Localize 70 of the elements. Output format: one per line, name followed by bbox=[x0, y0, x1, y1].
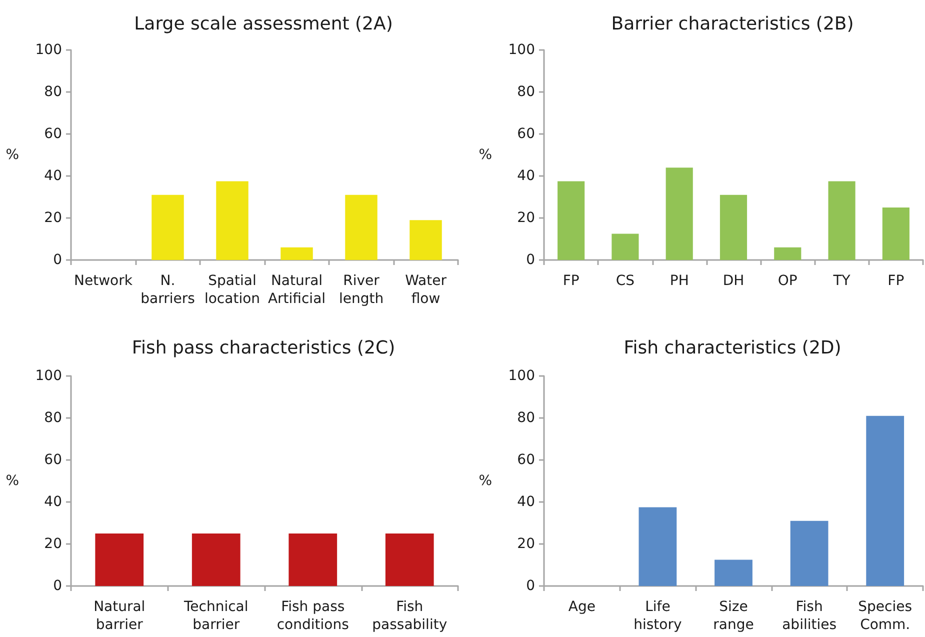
x-tick-label: FP bbox=[888, 273, 904, 289]
y-tick-label: 100 bbox=[508, 368, 535, 384]
y-tick-label: 80 bbox=[517, 84, 535, 100]
x-tick-label: Age bbox=[568, 599, 596, 615]
y-tick-label: 0 bbox=[526, 252, 535, 268]
bar bbox=[345, 194, 378, 260]
bar bbox=[774, 247, 802, 260]
x-tick-label: Fish abilities bbox=[782, 599, 837, 633]
bar bbox=[638, 507, 677, 586]
y-axis-title: % bbox=[6, 147, 19, 163]
x-tick-label: Water flow bbox=[405, 273, 447, 307]
x-tick-label: OP bbox=[778, 273, 798, 289]
x-tick-label: Species Comm. bbox=[858, 599, 912, 633]
x-tick-label: Size range bbox=[713, 599, 754, 633]
x-tick-label: Technical barrier bbox=[182, 599, 248, 633]
y-tick-label: 60 bbox=[517, 452, 535, 468]
y-tick-label: 80 bbox=[44, 84, 62, 100]
bar bbox=[612, 234, 639, 260]
x-tick-label: Spatial location bbox=[204, 273, 260, 307]
x-tick-label: Fish pass conditions bbox=[276, 599, 349, 633]
y-tick-label: 40 bbox=[44, 494, 62, 510]
bar bbox=[866, 416, 904, 586]
y-tick-label: 40 bbox=[517, 494, 535, 510]
bar bbox=[828, 181, 856, 260]
bar bbox=[152, 194, 184, 260]
y-tick-label: 100 bbox=[508, 42, 535, 58]
y-axis-title: % bbox=[478, 473, 492, 489]
bar bbox=[714, 560, 752, 586]
bar bbox=[280, 247, 313, 260]
bar bbox=[666, 168, 693, 260]
x-tick-label: N. barriers bbox=[140, 273, 195, 307]
y-tick-label: 0 bbox=[526, 578, 535, 594]
chart-title: Barrier characteristics (2B) bbox=[611, 14, 854, 34]
y-tick-label: 60 bbox=[517, 126, 535, 142]
y-tick-label: 40 bbox=[44, 168, 62, 184]
chart-title: Fish pass characteristics (2C) bbox=[132, 338, 396, 358]
bar bbox=[558, 181, 585, 260]
bar bbox=[720, 194, 748, 260]
x-tick-label: PH bbox=[670, 273, 689, 289]
bar bbox=[410, 220, 442, 260]
bar bbox=[790, 520, 828, 586]
x-tick-label: Natural barrier bbox=[94, 599, 146, 633]
x-tick-label: FP bbox=[562, 273, 580, 289]
y-tick-label: 0 bbox=[53, 578, 62, 594]
y-tick-label: 40 bbox=[517, 168, 535, 184]
y-tick-label: 100 bbox=[35, 368, 62, 384]
y-tick-label: 20 bbox=[44, 536, 62, 552]
bar bbox=[216, 181, 248, 260]
x-tick-label: TY bbox=[832, 273, 851, 289]
x-tick-label: DH bbox=[722, 273, 744, 289]
y-tick-label: 60 bbox=[44, 126, 62, 142]
y-tick-label: 20 bbox=[517, 536, 535, 552]
y-tick-label: 60 bbox=[44, 452, 62, 468]
y-axis-title: % bbox=[6, 473, 19, 489]
x-tick-label: Fish passability bbox=[372, 599, 448, 633]
y-tick-label: 100 bbox=[35, 42, 62, 58]
x-tick-label: Natural Artificial bbox=[268, 273, 326, 307]
x-tick-label: CS bbox=[616, 273, 635, 289]
x-tick-label: Network bbox=[74, 273, 134, 289]
y-tick-label: 20 bbox=[44, 210, 62, 226]
x-tick-label: Life history bbox=[634, 599, 682, 633]
chart-title: Large scale assessment (2A) bbox=[134, 14, 393, 34]
y-tick-label: 80 bbox=[517, 410, 535, 426]
y-tick-label: 80 bbox=[44, 410, 62, 426]
y-tick-label: 20 bbox=[517, 210, 535, 226]
chart-title: Fish characteristics (2D) bbox=[624, 338, 842, 358]
y-tick-label: 0 bbox=[53, 252, 62, 268]
x-tick-label: River length bbox=[338, 273, 384, 307]
bar bbox=[882, 208, 910, 260]
y-axis-title: % bbox=[478, 147, 492, 163]
